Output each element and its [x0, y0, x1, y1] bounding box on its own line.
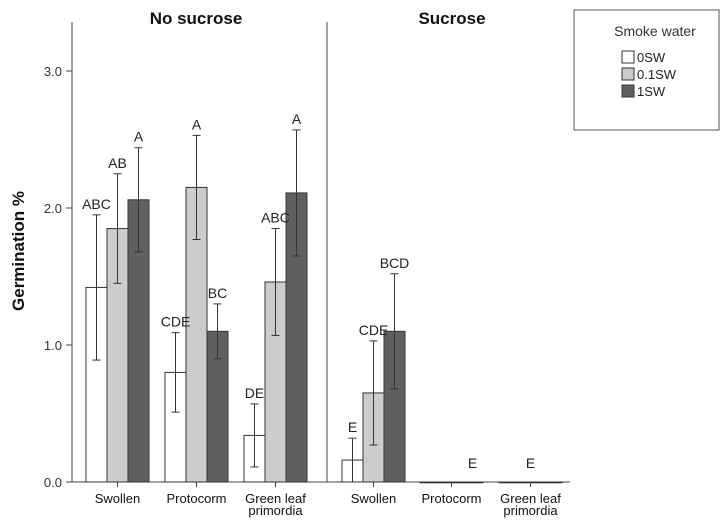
- data-label: E: [348, 419, 357, 435]
- legend-title: Smoke water: [614, 23, 696, 39]
- x-tick-label: primordia: [248, 503, 303, 518]
- data-label: BC: [208, 285, 227, 301]
- data-label: ABC: [82, 196, 111, 212]
- x-tick-label: Green leaf: [245, 491, 306, 506]
- legend-entry: 0.1SW: [637, 67, 677, 82]
- legend-box: [573, 9, 720, 131]
- y-tick-label: 0.0: [44, 475, 62, 490]
- panel-title: Sucrose: [418, 9, 485, 28]
- data-label: AB: [108, 155, 127, 171]
- x-tick-label: Protocorm: [422, 491, 482, 506]
- bar: [419, 481, 442, 484]
- panel-title: No sucrose: [150, 9, 243, 28]
- data-label: CDE: [359, 322, 389, 338]
- legend: Smoke water 0SW 0.1SW 1SW: [573, 9, 720, 131]
- legend-swatch: [621, 67, 635, 81]
- x-tick-label: primordia: [503, 503, 558, 518]
- legend-entry: 1SW: [637, 84, 666, 99]
- data-label: DE: [245, 385, 264, 401]
- x-tick-label: Swollen: [95, 491, 141, 506]
- data-label: E: [526, 455, 535, 471]
- y-tick-label: 1.0: [44, 338, 62, 353]
- x-tick-label: Green leaf: [500, 491, 561, 506]
- x-tick-label: Protocorm: [167, 491, 227, 506]
- legend-swatch: [621, 50, 635, 64]
- data-label: E: [468, 455, 477, 471]
- bar: [440, 481, 463, 484]
- bar: [540, 481, 563, 484]
- x-tick-label: Swollen: [351, 491, 397, 506]
- bar: [519, 481, 542, 484]
- data-label: ABC: [261, 210, 290, 226]
- data-label: A: [292, 111, 302, 127]
- y-axis-label: Germination %: [9, 191, 28, 311]
- y-tick-label: 2.0: [44, 201, 62, 216]
- legend-entry: 0SW: [637, 50, 666, 65]
- y-tick-label: 3.0: [44, 64, 62, 79]
- bar: [461, 481, 484, 484]
- data-label: CDE: [161, 314, 191, 330]
- legend-swatch: [621, 84, 635, 98]
- bar: [498, 481, 521, 484]
- data-label: BCD: [380, 255, 410, 271]
- data-label: A: [134, 129, 144, 145]
- data-label: A: [192, 116, 202, 132]
